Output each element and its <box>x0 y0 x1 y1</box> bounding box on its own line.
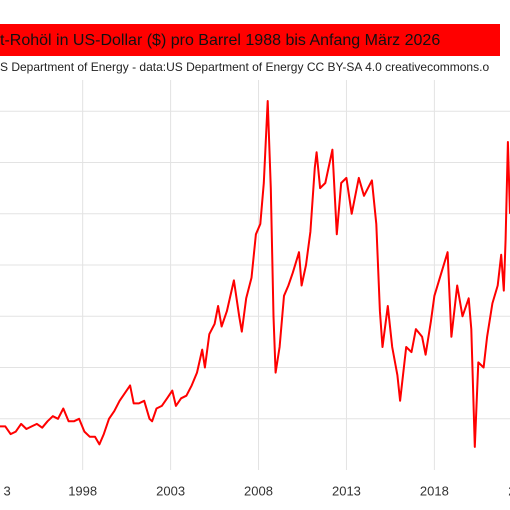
x-tick-label: 3 <box>3 483 10 498</box>
price-line <box>0 100 510 448</box>
x-tick-label: 2008 <box>244 483 273 498</box>
x-tick-label: 2 <box>508 483 510 498</box>
chart-subtitle: S Department of Energy - data:US Departm… <box>0 60 489 74</box>
x-tick-label: 2013 <box>332 483 361 498</box>
x-tick-label: 2003 <box>156 483 185 498</box>
x-tick-label: 1998 <box>68 483 97 498</box>
x-tick-label: 2018 <box>420 483 449 498</box>
chart-title: t-Rohöl in US-Dollar ($) pro Barrel 1988… <box>0 32 440 49</box>
title-bar <box>0 24 500 56</box>
